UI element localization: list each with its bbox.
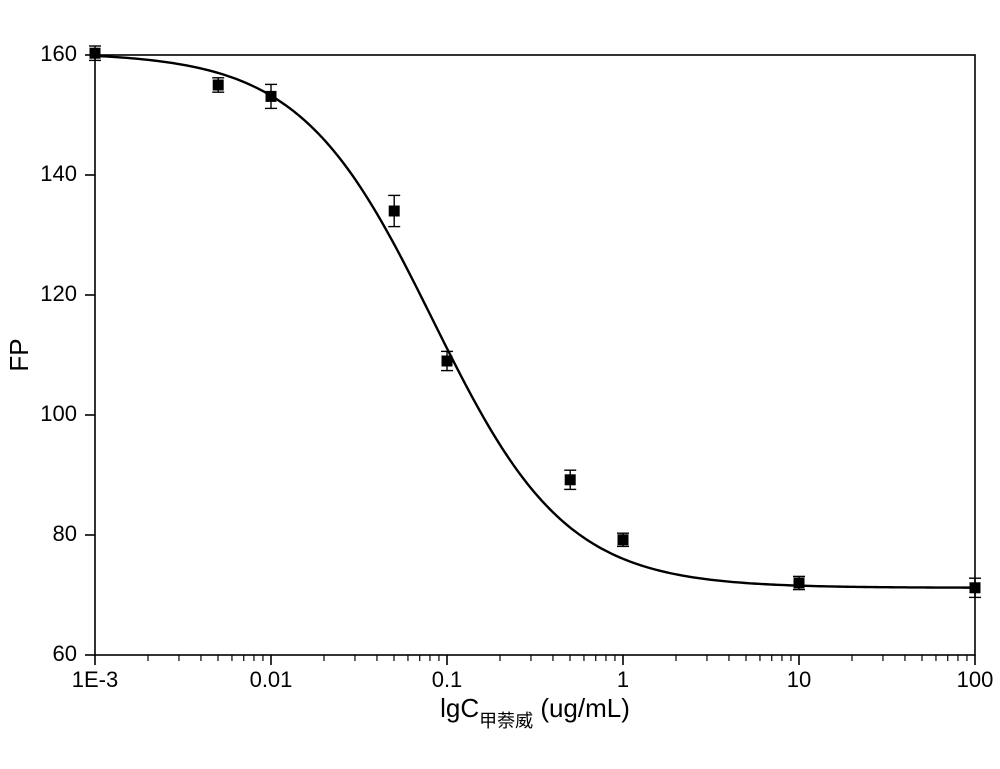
data-point [442,356,453,367]
dose-response-chart: 60801001201401601E-30.010.1110100FPlgC甲萘… [0,0,1000,769]
x-tick-label: 100 [957,667,994,692]
x-tick-label: 1E-3 [72,667,118,692]
y-tick-label: 160 [40,41,77,66]
x-tick-label: 1 [617,667,629,692]
data-point [389,206,400,217]
data-point [565,474,576,485]
y-tick-label: 80 [53,521,77,546]
x-tick-label: 10 [787,667,811,692]
data-point [213,80,224,91]
data-point [90,48,101,59]
data-point [266,91,277,102]
x-tick-label: 0.1 [432,667,463,692]
y-tick-label: 60 [53,641,77,666]
y-tick-label: 120 [40,281,77,306]
y-axis-label: FP [4,338,34,371]
x-tick-label: 0.01 [250,667,293,692]
data-point [794,578,805,589]
y-tick-label: 100 [40,401,77,426]
data-point [970,582,981,593]
y-tick-label: 140 [40,161,77,186]
data-point [618,534,629,545]
